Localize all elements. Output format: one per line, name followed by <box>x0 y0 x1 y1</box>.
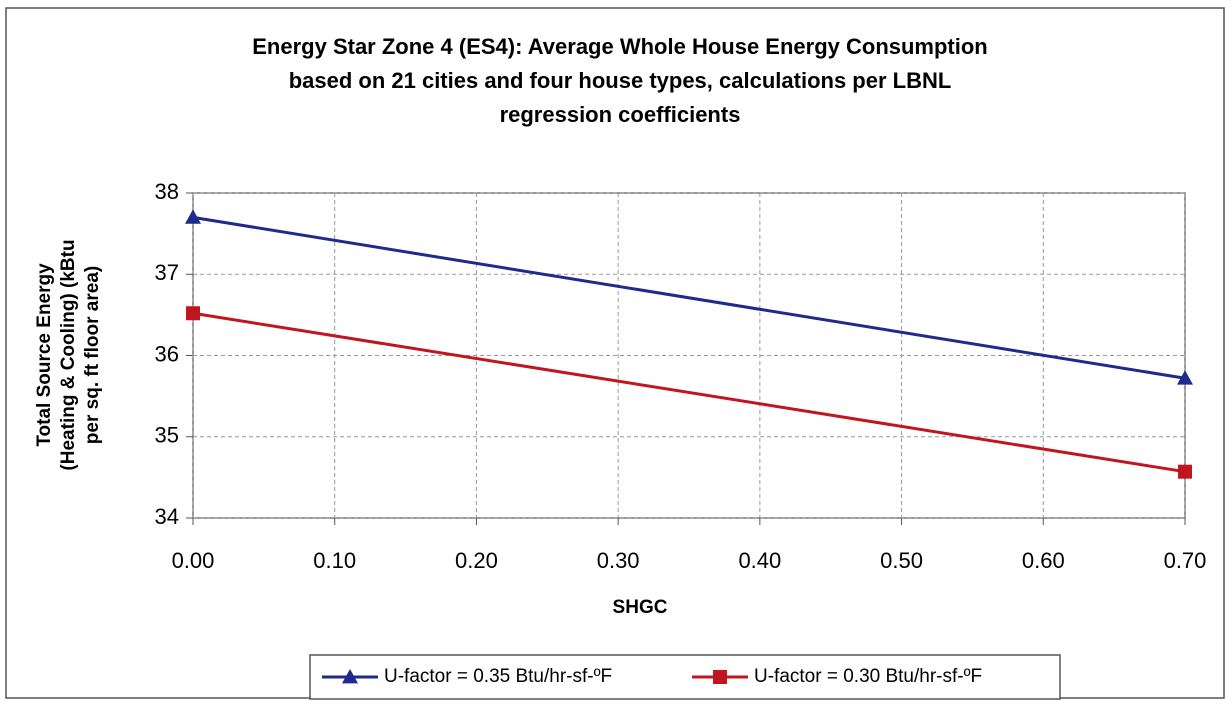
y-axis-label-line: (Heating & Cooling) (kBtu <box>58 239 79 470</box>
y-axis-label-line: Total Source Energy <box>34 263 55 447</box>
y-tick-label: 34 <box>155 504 179 529</box>
chart-title: based on 21 cities and four house types,… <box>289 68 952 93</box>
chart-title: regression coefficients <box>500 102 741 127</box>
x-tick-label: 0.30 <box>597 548 640 573</box>
x-axis-label: SHGC <box>613 597 668 618</box>
x-tick-label: 0.00 <box>172 548 215 573</box>
marker <box>185 209 201 224</box>
marker <box>1177 370 1193 385</box>
marker <box>1178 464 1192 479</box>
marker <box>713 670 727 684</box>
legend-label: U-factor = 0.35 Btu/hr-sf-ºF <box>384 666 612 687</box>
chart-title: Energy Star Zone 4 (ES4): Average Whole … <box>252 34 988 59</box>
x-tick-label: 0.60 <box>1022 548 1065 573</box>
y-tick-label: 35 <box>155 423 179 448</box>
y-tick-label: 36 <box>155 341 179 366</box>
legend-label: U-factor = 0.30 Btu/hr-sf-ºF <box>754 666 982 687</box>
marker <box>342 669 358 684</box>
x-tick-label: 0.20 <box>455 548 498 573</box>
y-tick-label: 38 <box>155 179 179 204</box>
y-axis-label-line: per sq. ft floor area) <box>82 266 103 444</box>
series-line <box>192 311 1186 474</box>
marker <box>186 306 200 321</box>
series-line <box>192 215 1186 380</box>
x-tick-label: 0.10 <box>313 548 356 573</box>
legend <box>309 654 1061 700</box>
x-tick-label: 0.40 <box>738 548 781 573</box>
y-tick-label: 37 <box>155 260 179 285</box>
x-tick-label: 0.70 <box>1164 548 1207 573</box>
x-tick-label: 0.50 <box>880 548 923 573</box>
y-axis-label: Total Source Energy (Heating & Cooling) … <box>34 239 103 470</box>
